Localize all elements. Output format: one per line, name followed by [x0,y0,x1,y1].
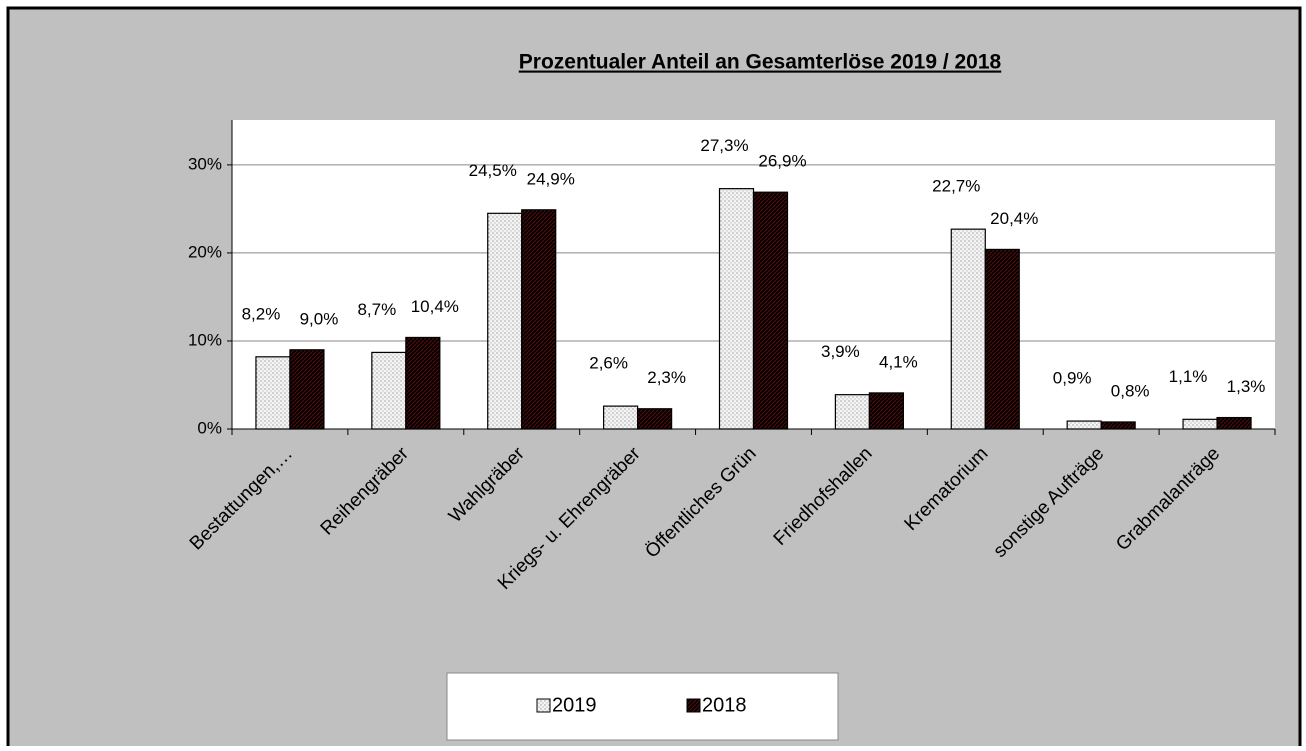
bar [521,209,557,430]
legend [446,672,839,741]
bar [487,212,523,430]
y-tick-label: 10% [188,330,222,349]
y-tick-label: 30% [188,154,222,173]
bar [718,188,755,430]
data-label: 9,0% [300,309,339,328]
data-label: 8,7% [357,300,396,319]
legend-label: 2019 [552,694,597,716]
data-label: 2,6% [589,354,628,373]
bar [371,351,407,430]
data-label: 22,7% [932,177,980,196]
bar [289,349,325,430]
data-label: 0,8% [1111,381,1150,400]
bar [405,336,441,430]
y-tick-label: 0% [197,418,222,437]
data-label: 1,1% [1169,367,1208,386]
bar [984,248,1020,430]
legend-label: 2018 [702,694,747,716]
bar [255,356,291,430]
data-label: 3,9% [821,342,860,361]
data-label: 24,5% [469,161,517,180]
bar [950,228,986,430]
data-label: 4,1% [879,352,918,371]
bar [1100,421,1136,430]
data-label: 0,9% [1053,369,1092,388]
legend-swatch [536,698,551,713]
bar [1182,418,1218,430]
bar [603,405,639,430]
bar [637,408,673,430]
data-label: 26,9% [758,152,806,171]
y-tick-label: 20% [188,242,222,261]
bar [834,394,870,430]
bar [868,392,904,430]
bar [1066,420,1102,430]
data-label: 24,9% [527,169,575,188]
data-label: 1,3% [1227,377,1266,396]
legend-swatch [686,698,701,713]
bar [1216,416,1252,430]
chart-title: Prozentualer Anteil an Gesamterlöse 2019… [519,51,1002,74]
data-label: 27,3% [700,136,748,155]
data-label: 8,2% [242,304,281,323]
data-label: 20,4% [990,209,1038,228]
bar [752,191,789,430]
data-label: 10,4% [411,297,459,316]
data-label: 2,3% [647,368,686,387]
